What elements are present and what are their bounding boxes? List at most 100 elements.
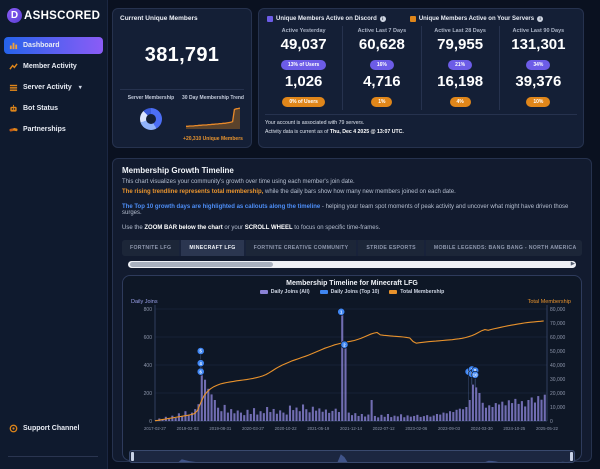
sidebar-item-support-channel[interactable]: Support Channel: [4, 420, 104, 437]
svg-text:2025-05-22: 2025-05-22: [536, 426, 559, 431]
section-title: Membership Growth Timeline: [122, 166, 582, 175]
legend-swatch: [410, 16, 416, 22]
scroll-right-icon[interactable]: ▶: [571, 260, 575, 269]
total-membership-line: [155, 321, 544, 421]
svg-text:800: 800: [144, 307, 153, 313]
legend-servers: Unique Members Active on Your Servers i: [410, 16, 543, 22]
sidebar-item-server-activity[interactable]: Server Activity ▾: [4, 79, 103, 96]
line-chart-icon: [9, 62, 18, 71]
info-icon[interactable]: i: [380, 16, 386, 22]
zoom-bar-preview: [130, 453, 570, 463]
sidebar-item-dashboard[interactable]: Dashboard: [4, 37, 103, 54]
tab-minecraft-lfg[interactable]: MINECRAFT LFG: [181, 240, 243, 256]
discord-active-value: 60,628: [343, 36, 420, 53]
svg-text:0: 0: [550, 419, 553, 425]
scrollbar-thumb[interactable]: [130, 262, 273, 267]
server-pct-badge: 1%: [371, 97, 392, 107]
daily-joins-bars: [155, 312, 546, 421]
discord-pct-badge: 34%: [526, 60, 550, 70]
life-ring-icon: [9, 424, 18, 433]
stat-label: Active Last 7 Days: [343, 28, 420, 34]
zoom-handle-right[interactable]: [570, 452, 573, 461]
tabs-scrollbar[interactable]: ◀ ▶: [122, 260, 582, 269]
zoom-handle-left[interactable]: [131, 452, 134, 461]
stat-column-yesterday: Active Yesterday 49,037 13% of Users 1,0…: [265, 26, 342, 110]
svg-text:2019-02-03: 2019-02-03: [177, 426, 200, 431]
sidebar-item-label: Support Channel: [23, 425, 79, 432]
growth-desc-4: Use the ZOOM BAR below the chart or your…: [122, 225, 582, 231]
server-active-value: 16,198: [422, 73, 499, 90]
svg-text:2021-05-19: 2021-05-19: [307, 426, 330, 431]
svg-text:70,000: 70,000: [550, 321, 566, 327]
server-tabs: FORTNITE LFG MINECRAFT LFG FORTNITE CREA…: [122, 240, 582, 256]
unique-members-card: Current Unique Members 381,791 Server Me…: [112, 8, 252, 148]
sidebar-item-label: Dashboard: [23, 42, 60, 49]
top10-callouts[interactable]: 54612379810: [197, 308, 479, 400]
sidebar-item-label: Bot Status: [23, 105, 58, 112]
svg-text:0: 0: [149, 419, 152, 425]
svg-text:20,000: 20,000: [550, 391, 566, 397]
sidebar-item-label: Server Activity: [23, 84, 72, 91]
legend-discord: Unique Members Active on Discord i: [267, 16, 386, 22]
account-servers-text: Your account is associated with 79 serve…: [265, 119, 577, 128]
legend-swatch: [260, 290, 268, 294]
membership-growth-card: Membership Growth Timeline This chart vi…: [112, 158, 592, 462]
server-pct-badge: 0% of Users: [282, 97, 325, 107]
svg-text:2020-03-27: 2020-03-27: [242, 426, 265, 431]
info-icon[interactable]: i: [537, 16, 543, 22]
svg-text:50,000: 50,000: [550, 349, 566, 355]
discord-pct-badge: 16%: [370, 60, 394, 70]
svg-text:2020-10-22: 2020-10-22: [275, 426, 298, 431]
sidebar-divider: [8, 456, 98, 457]
server-pct-badge: 4%: [450, 97, 471, 107]
sidebar-item-bot-status[interactable]: Bot Status: [4, 100, 103, 117]
legend-swatch: [320, 290, 328, 294]
membership-trend-sparkline: [186, 105, 240, 129]
legend-swatch: [267, 16, 273, 22]
svg-text:80,000: 80,000: [550, 307, 566, 313]
app-logo[interactable]: D ASHSCORED: [0, 0, 107, 33]
chart-title: Membership Timeline for Minecraft LFG: [129, 280, 575, 287]
sidebar: D ASHSCORED Dashboard Member Activity Se…: [0, 0, 108, 469]
chart-zoom-bar[interactable]: [129, 450, 575, 463]
chevron-down-icon: ▾: [79, 84, 82, 91]
svg-text:40,000: 40,000: [550, 363, 566, 369]
svg-text:2023-02-06: 2023-02-06: [405, 426, 428, 431]
bar-chart-icon: [9, 41, 18, 50]
growth-desc-2: The rising trendline represents total me…: [122, 189, 582, 195]
activity-data-timestamp: Activity data is current as of Thu, Dec …: [265, 128, 577, 137]
activity-stats-grid: Active Yesterday 49,037 13% of Users 1,0…: [265, 26, 577, 115]
svg-text:2022-07-12: 2022-07-12: [373, 426, 396, 431]
svg-text:2024-10-25: 2024-10-25: [503, 426, 526, 431]
membership-timeline-chart[interactable]: Daily JoinsTotal Membership0200400600800…: [129, 295, 573, 443]
logo-text: ASHSCORED: [24, 10, 100, 22]
server-active-value: 39,376: [500, 73, 577, 90]
stat-label: Active Last 90 Days: [500, 28, 577, 34]
growth-desc-3: The Top 10 growth days are highlighted a…: [122, 204, 582, 216]
sidebar-item-label: Member Activity: [23, 63, 77, 70]
server-pct-badge: 10%: [526, 97, 550, 107]
svg-text:10: 10: [473, 372, 478, 377]
discord-pct-badge: 13% of Users: [281, 60, 326, 70]
unique-members-value: 381,791: [120, 44, 244, 67]
scrollbar-track[interactable]: [128, 261, 576, 268]
tab-fortnite-lfg[interactable]: FORTNITE LFG: [122, 240, 179, 256]
tab-fortnite-creative-community[interactable]: FORTNITE CREATIVE COMMUNITY: [246, 240, 357, 256]
dashboard-page: { "app": { "logo_d": "D", "logo_text": "…: [0, 0, 600, 469]
legend-label: Unique Members Active on Your Servers: [419, 16, 534, 22]
tab-stride-esports[interactable]: STRIDE ESPORTS: [358, 240, 423, 256]
server-active-value: 1,026: [265, 73, 342, 90]
stat-column-28days: Active Last 28 Days 79,955 21% 16,198 4%: [421, 26, 499, 110]
sidebar-item-member-activity[interactable]: Member Activity: [4, 58, 103, 75]
discord-pct-badge: 21%: [448, 60, 472, 70]
discord-active-value: 131,301: [500, 36, 577, 53]
sidebar-item-partnerships[interactable]: Partnerships: [4, 121, 103, 138]
svg-text:60,000: 60,000: [550, 335, 566, 341]
discord-active-value: 79,955: [422, 36, 499, 53]
membership-chart-card: Membership Timeline for Minecraft LFG Da…: [122, 275, 582, 461]
card-title: Current Unique Members: [120, 15, 244, 22]
svg-text:600: 600: [144, 335, 153, 341]
tab-mobile-legends[interactable]: MOBILE LEGENDS: BANG BANG - NORTH AMERIC…: [426, 240, 582, 256]
trend-label: 30 Day Membership Trend: [182, 95, 244, 101]
svg-text:2017-02-27: 2017-02-27: [144, 426, 167, 431]
